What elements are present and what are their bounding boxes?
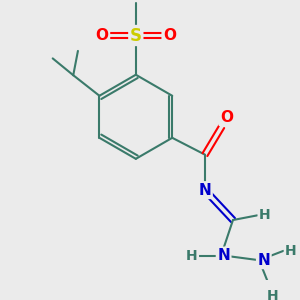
Text: H: H — [285, 244, 297, 258]
Text: O: O — [163, 28, 176, 43]
Text: N: N — [217, 248, 230, 263]
Text: N: N — [257, 253, 270, 268]
Text: O: O — [96, 28, 109, 43]
Text: O: O — [220, 110, 233, 125]
Text: H: H — [266, 289, 278, 300]
Text: H: H — [259, 208, 271, 222]
Text: N: N — [199, 183, 211, 198]
Text: S: S — [130, 26, 142, 44]
Text: H: H — [186, 248, 198, 262]
